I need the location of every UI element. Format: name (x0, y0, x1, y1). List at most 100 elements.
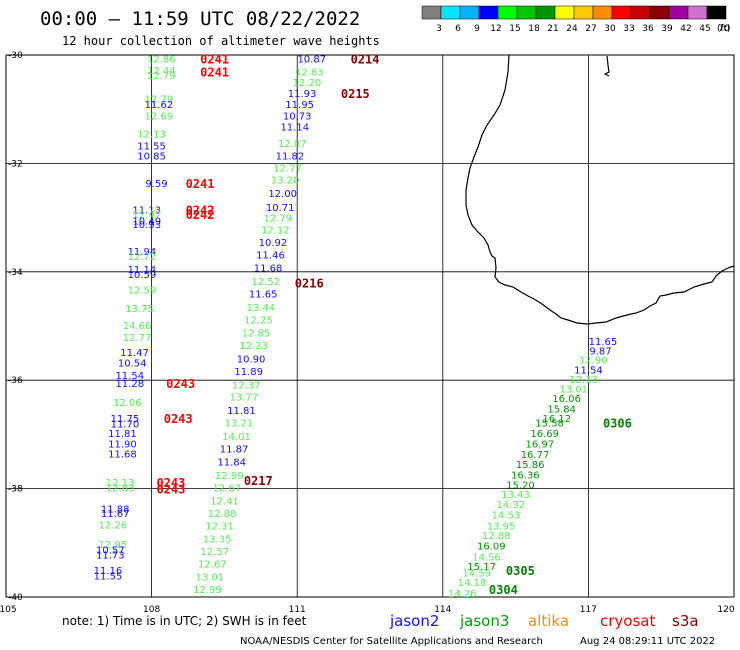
longitude-label: 105 (0, 605, 17, 615)
legend-swatch (497, 5, 518, 20)
wave-height-value: 11.13 (132, 205, 161, 216)
latitude-label: -30 (8, 51, 23, 61)
wave-height-value: 12.90 (579, 356, 608, 367)
wave-height-value: 11.73 (96, 551, 125, 562)
legend-tick-label: 30 (604, 24, 616, 34)
pass-time-label: 0216 (295, 277, 324, 291)
latitude-label: -40 (8, 593, 23, 603)
pass-time-label: 0242 (186, 208, 215, 222)
wave-height-value: 10.57 (96, 545, 125, 556)
wave-height-value: 12.59 (128, 286, 157, 297)
wave-height-value: 11.95 (285, 100, 314, 111)
legend-swatch (630, 5, 651, 20)
wave-height-value: 10.85 (137, 151, 166, 162)
wave-height-value: 12.99 (215, 471, 244, 482)
legend-tick-label: 33 (623, 24, 634, 34)
wave-height-value: 15.58 (535, 418, 564, 429)
footer-note: note: 1) Time is in UTC; 2) SWH is in fe… (62, 614, 307, 628)
wave-height-value: 11.87 (220, 444, 249, 455)
wave-height-value: 12.99 (193, 585, 222, 596)
wave-height-value: 12.67 (213, 484, 242, 495)
satellite-name-altika: altika (528, 612, 569, 630)
wave-height-value: 15.84 (547, 404, 576, 415)
map-title: 00:00 – 11:59 UTC 08/22/2022 (40, 8, 360, 30)
wave-height-value: 12.13 (137, 130, 166, 141)
legend-tick-label: 3 (436, 24, 442, 34)
wave-height-value: 11.47 (120, 348, 149, 359)
wave-height-value: 11.55 (94, 571, 123, 582)
wave-height-value: 15.17 (467, 562, 496, 573)
wave-height-value: 12.79 (147, 71, 176, 82)
wave-height-value: 11.62 (145, 100, 174, 111)
legend-tick-label: 24 (566, 24, 578, 34)
wave-height-value: 12.41 (210, 497, 239, 508)
pass-time-label: 0217 (244, 474, 273, 488)
wave-height-value: 13.20 (271, 176, 300, 187)
wave-height-value: 11.84 (217, 458, 246, 469)
longitude-label: 108 (143, 605, 160, 615)
wave-height-value: 12.00 (268, 189, 297, 200)
pass-time-label: 0241 (200, 65, 229, 79)
wave-height-value: 11.28 (115, 379, 144, 390)
wave-height-value: 11.14 (128, 265, 157, 276)
wave-height-value: 12.86 (147, 54, 176, 65)
latitude-label: -32 (8, 159, 23, 169)
wave-height-value: 11.68 (254, 263, 283, 274)
wave-height-value: 12.88 (482, 531, 511, 542)
wave-height-value: 13.77 (229, 392, 258, 403)
lat-lon-grid (6, 55, 734, 597)
longitude-label: 117 (580, 605, 597, 615)
pass-time-label: 0306 (603, 416, 632, 430)
map-frame (5, 54, 735, 598)
legend-tick-label: 70 (718, 24, 730, 34)
legend-swatch (440, 5, 461, 20)
legend-swatch (535, 5, 556, 20)
wave-height-value: 15.86 (516, 460, 545, 471)
wave-height-value: 12.06 (113, 398, 142, 409)
wave-height-value: 12.72 (128, 252, 157, 263)
wave-height-value: 12.79 (263, 214, 292, 225)
wave-height-value: 11.46 (256, 250, 285, 261)
legend-tick-label: 6 (455, 24, 461, 34)
pass-time-label: 0215 (341, 87, 370, 101)
legend-swatch (478, 5, 499, 20)
legend-swatch (573, 5, 594, 20)
wave-height-value: 12.52 (251, 277, 280, 288)
pass-time-label: 0214 (351, 52, 380, 66)
pass-time-label: 0304 (489, 583, 518, 597)
legend-swatch (592, 5, 613, 20)
wave-height-value: 11.94 (128, 247, 157, 258)
longitude-label: 114 (434, 605, 451, 615)
wave-height-value: 12.79 (145, 94, 174, 105)
legend-tick-label: 42 (680, 24, 691, 34)
wave-height-value: 11.54 (115, 371, 144, 382)
wave-height-value: 10.73 (283, 112, 312, 123)
satellite-legend: jason2 jason3 altika cryosat s3a (389, 612, 699, 630)
wave-height-value: 12.83 (106, 484, 135, 495)
legend-swatch (611, 5, 632, 20)
wave-height-value: 10.71 (266, 203, 295, 214)
legend-tick-label: 9 (474, 24, 480, 34)
legend-tick-label: 18 (528, 24, 540, 34)
axis-labels: 105 108 111 114 117 120 -30 -32 -34 -36 -38 -40 (0, 51, 735, 615)
pass-time-label: 0242 (186, 203, 215, 217)
wave-height-value: 14.53 (492, 511, 521, 522)
wave-height-value: 11.75 (111, 414, 140, 425)
color-scale-legend: 3 6 9 12 15 18 21 24 27 30 33 36 39 42 45 70 (421, 5, 730, 34)
wave-height-value: 15.20 (506, 480, 535, 491)
wave-height-value: 12.67 (198, 559, 227, 570)
legend-tick-label: 45 (699, 24, 710, 34)
wave-height-value: 11.54 (574, 365, 603, 376)
map-subtitle: 12 hour collection of altimeter wave hei… (62, 34, 380, 48)
wave-height-value: 11.65 (589, 337, 618, 348)
wave-height-value: 12.20 (293, 78, 322, 89)
wave-height-value: 10.59 (128, 270, 157, 281)
wave-height-value: 13.95 (487, 521, 516, 532)
wave-height-value: 11.68 (108, 449, 137, 460)
pass-time-label: 0241 (186, 177, 215, 191)
legend-tick-label: 15 (509, 24, 520, 34)
latitude-label: -36 (8, 376, 23, 386)
legend-swatch (516, 5, 537, 20)
latitude-label: -38 (8, 485, 23, 495)
